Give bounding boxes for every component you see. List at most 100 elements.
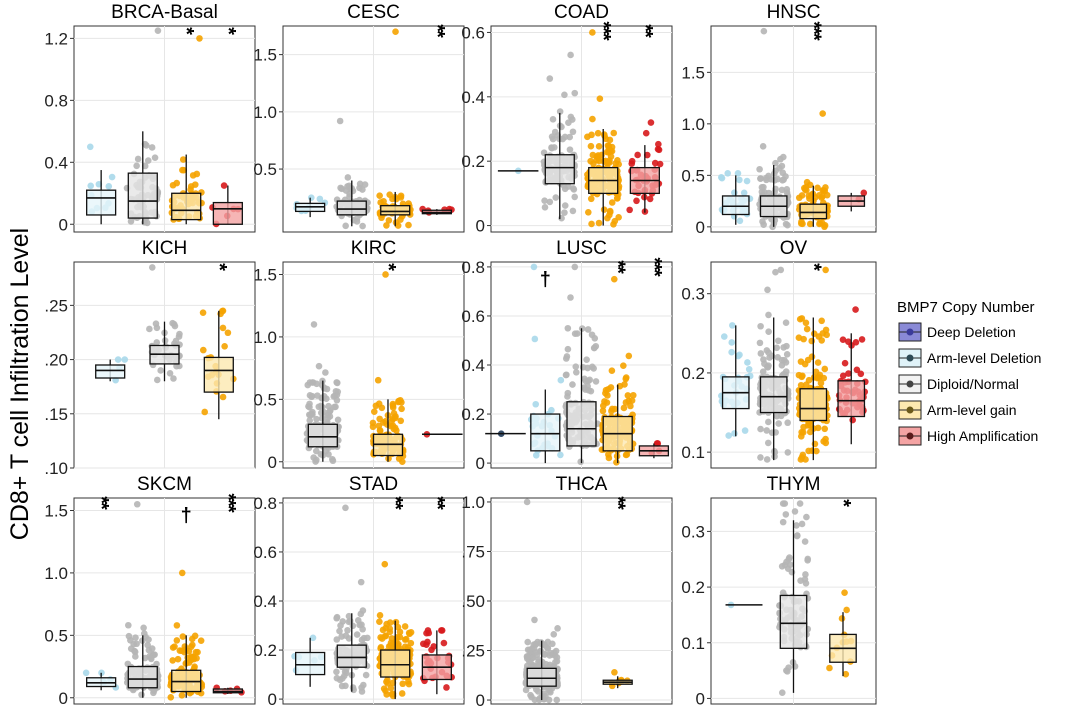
data-point (531, 335, 539, 343)
y-tick-label: 0.1 (681, 443, 705, 462)
group-diploid-normal (562, 263, 601, 466)
data-point (731, 430, 738, 437)
data-point (629, 391, 637, 399)
data-point (143, 219, 151, 227)
panel-title: THCA (556, 474, 608, 495)
data-point (780, 344, 787, 351)
data-point (323, 385, 331, 393)
box (295, 651, 326, 676)
data-point (330, 393, 338, 400)
data-point (589, 29, 596, 36)
data-point (308, 392, 316, 400)
data-point (795, 371, 803, 379)
data-point (595, 157, 603, 165)
data-point (336, 117, 344, 125)
group-arm-level-gain (602, 669, 633, 690)
data-point (821, 222, 829, 229)
data-point (176, 330, 183, 338)
legend-swatch-point (906, 432, 914, 440)
significance-stars: ** (426, 24, 448, 38)
data-point (798, 520, 806, 528)
data-point (192, 648, 200, 656)
data-point (774, 354, 782, 361)
data-point (148, 144, 156, 151)
data-point (401, 636, 409, 643)
data-point (336, 627, 343, 635)
data-point (424, 627, 432, 634)
box (799, 203, 828, 220)
data-point (392, 28, 399, 36)
data-point (374, 376, 382, 384)
data-point (806, 428, 814, 436)
data-point (382, 271, 389, 278)
data-point (646, 195, 654, 203)
data-point (315, 362, 323, 370)
data-point (759, 218, 766, 225)
data-point (757, 454, 764, 461)
data-point (804, 356, 812, 364)
data-point (823, 191, 831, 199)
y-tick-label: 0.2 (461, 152, 485, 171)
group-arm-level-gain (826, 589, 857, 678)
data-point (178, 692, 186, 699)
significance-stars: ** (384, 496, 406, 510)
data-point (398, 399, 405, 406)
data-point (841, 359, 849, 367)
data-point (221, 343, 228, 350)
data-point (607, 384, 615, 391)
data-point (383, 620, 390, 628)
data-point (826, 664, 833, 672)
data-point (349, 187, 357, 195)
box (212, 201, 243, 225)
data-point (607, 147, 614, 155)
data-point (778, 186, 786, 194)
data-point (154, 27, 162, 34)
data-point (405, 680, 413, 688)
box (526, 667, 557, 687)
data-point (571, 89, 579, 97)
data-point (397, 417, 405, 425)
panel-thym: 0 0.1 0.2 0.3 THYM * (681, 474, 877, 708)
data-point (550, 144, 558, 151)
data-point (765, 189, 773, 197)
y-tick-label: 0 (696, 689, 705, 708)
data-point (141, 162, 149, 170)
data-point (197, 637, 205, 644)
data-point (766, 354, 773, 361)
box (530, 413, 561, 452)
data-point (804, 555, 812, 563)
box (336, 200, 367, 216)
data-point (401, 623, 409, 630)
data-point (627, 402, 634, 410)
data-point (761, 360, 768, 368)
data-point (628, 397, 636, 404)
data-point (166, 370, 174, 377)
data-point (144, 157, 152, 164)
data-point (220, 182, 228, 189)
data-point (608, 407, 615, 415)
y-tick-label: 0.4 (44, 153, 68, 172)
panel-title: LUSC (556, 238, 607, 259)
data-point (786, 561, 794, 568)
data-point (530, 263, 538, 271)
data-point (144, 641, 151, 649)
data-point (193, 170, 201, 178)
group-arm-level-gain (795, 110, 831, 231)
data-point (736, 217, 744, 225)
data-point (814, 424, 822, 432)
group-arm-level-deletion (725, 601, 763, 609)
box (127, 172, 158, 219)
data-point (810, 330, 818, 338)
data-point (784, 668, 791, 675)
y-tick-label: 0.2 (461, 405, 485, 424)
significance-stars: * (377, 263, 399, 271)
data-point (810, 374, 818, 381)
data-point (779, 176, 786, 184)
y-tick-label: 0.8 (44, 91, 68, 110)
data-point (784, 419, 791, 427)
data-point (764, 439, 772, 447)
box (127, 665, 158, 689)
box (336, 644, 367, 668)
data-point (775, 337, 782, 345)
data-point (524, 638, 532, 646)
